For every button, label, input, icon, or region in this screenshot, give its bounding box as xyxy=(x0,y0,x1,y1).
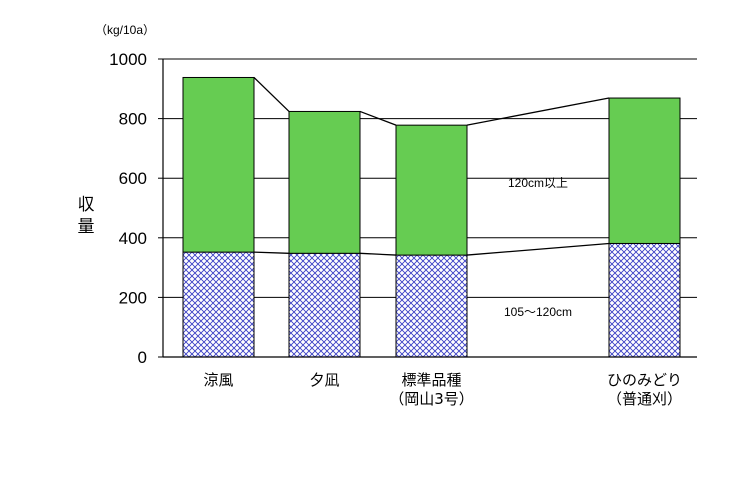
x-category-label: ひのみどり xyxy=(607,371,682,389)
series-line-105-120cm xyxy=(253,251,290,254)
series-line-total xyxy=(253,77,290,112)
x-category-label: 標準品種 xyxy=(401,371,461,389)
y-axis-label: 量 xyxy=(78,217,95,237)
bar-segment-120cm-plus xyxy=(288,110,361,254)
bar-segment-120cm-plus xyxy=(182,76,255,253)
labels: 0 200 400 600 800 1000 120cm以上 105～120cm 涼風 夕凪 標準品… xyxy=(78,23,683,408)
x-category-label: （普通刈） xyxy=(607,390,682,408)
y-axis-label: 収 xyxy=(78,195,95,215)
y-tick-label: 800 xyxy=(119,110,147,129)
bars xyxy=(182,76,681,358)
bar-segment-105-120cm xyxy=(395,254,468,358)
bar-segment-105-120cm xyxy=(182,251,255,358)
unit-label: （kg/10a） xyxy=(95,23,155,37)
y-tick-label: 600 xyxy=(119,169,147,188)
connector-lines xyxy=(253,77,610,256)
x-category-label: （岡山3号） xyxy=(389,390,474,408)
y-tick-label: 1000 xyxy=(109,50,147,69)
series-label-105-120cm: 105～120cm xyxy=(504,305,572,319)
series-line-total xyxy=(466,97,610,126)
bar-segment-120cm-plus xyxy=(608,97,681,244)
bar-segment-105-120cm xyxy=(608,242,681,358)
series-line-total xyxy=(359,110,397,126)
y-tick-label: 0 xyxy=(138,348,147,367)
series-line-105-120cm xyxy=(359,252,397,256)
bar-segment-105-120cm xyxy=(288,252,361,358)
x-category-label: 夕凪 xyxy=(309,371,339,389)
bar-segment-120cm-plus xyxy=(395,124,468,256)
x-category-label: 涼風 xyxy=(203,371,233,389)
series-label-120cm-plus: 120cm以上 xyxy=(508,176,568,190)
y-tick-label: 200 xyxy=(119,288,147,307)
axes xyxy=(158,58,697,358)
series-line-105-120cm xyxy=(466,242,610,256)
y-tick-label: 400 xyxy=(119,229,147,248)
